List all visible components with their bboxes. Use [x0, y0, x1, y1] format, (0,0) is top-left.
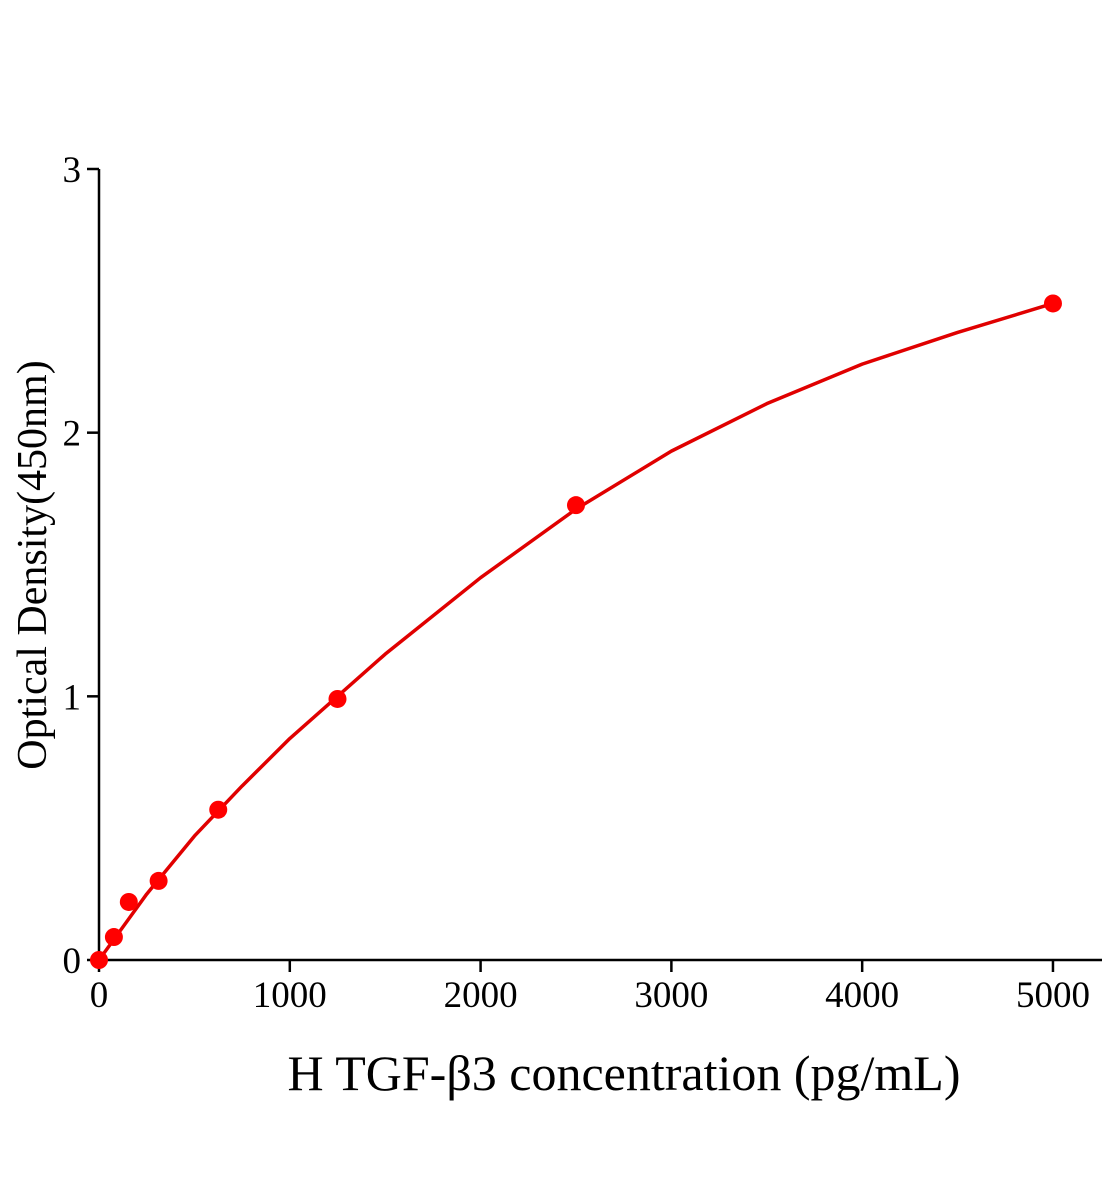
data-point: [90, 951, 108, 969]
x-axis-label: H TGF-β3 concentration (pg/mL): [288, 1045, 961, 1101]
x-tick-label: 4000: [825, 975, 899, 1016]
y-tick-label: 3: [63, 150, 82, 191]
data-point: [119, 892, 138, 911]
y-tick-label: 0: [63, 941, 82, 982]
data-point: [328, 689, 347, 708]
fit-curve: [97, 301, 1054, 962]
data-point: [566, 496, 585, 515]
y-tick-label: 1: [63, 677, 82, 718]
data-point: [104, 928, 123, 947]
y-axis-label: Optical Density(450nm): [10, 360, 56, 769]
y-tick-label: 2: [63, 414, 82, 455]
data-point: [209, 800, 228, 819]
x-tick-label: 3000: [634, 975, 708, 1016]
x-tick-label: 2000: [444, 975, 518, 1016]
x-tick-label: 1000: [253, 975, 327, 1016]
x-tick-label: 0: [90, 975, 109, 1016]
data-point: [1043, 294, 1062, 313]
data-point: [149, 871, 168, 890]
x-tick-label: 5000: [1016, 975, 1090, 1016]
